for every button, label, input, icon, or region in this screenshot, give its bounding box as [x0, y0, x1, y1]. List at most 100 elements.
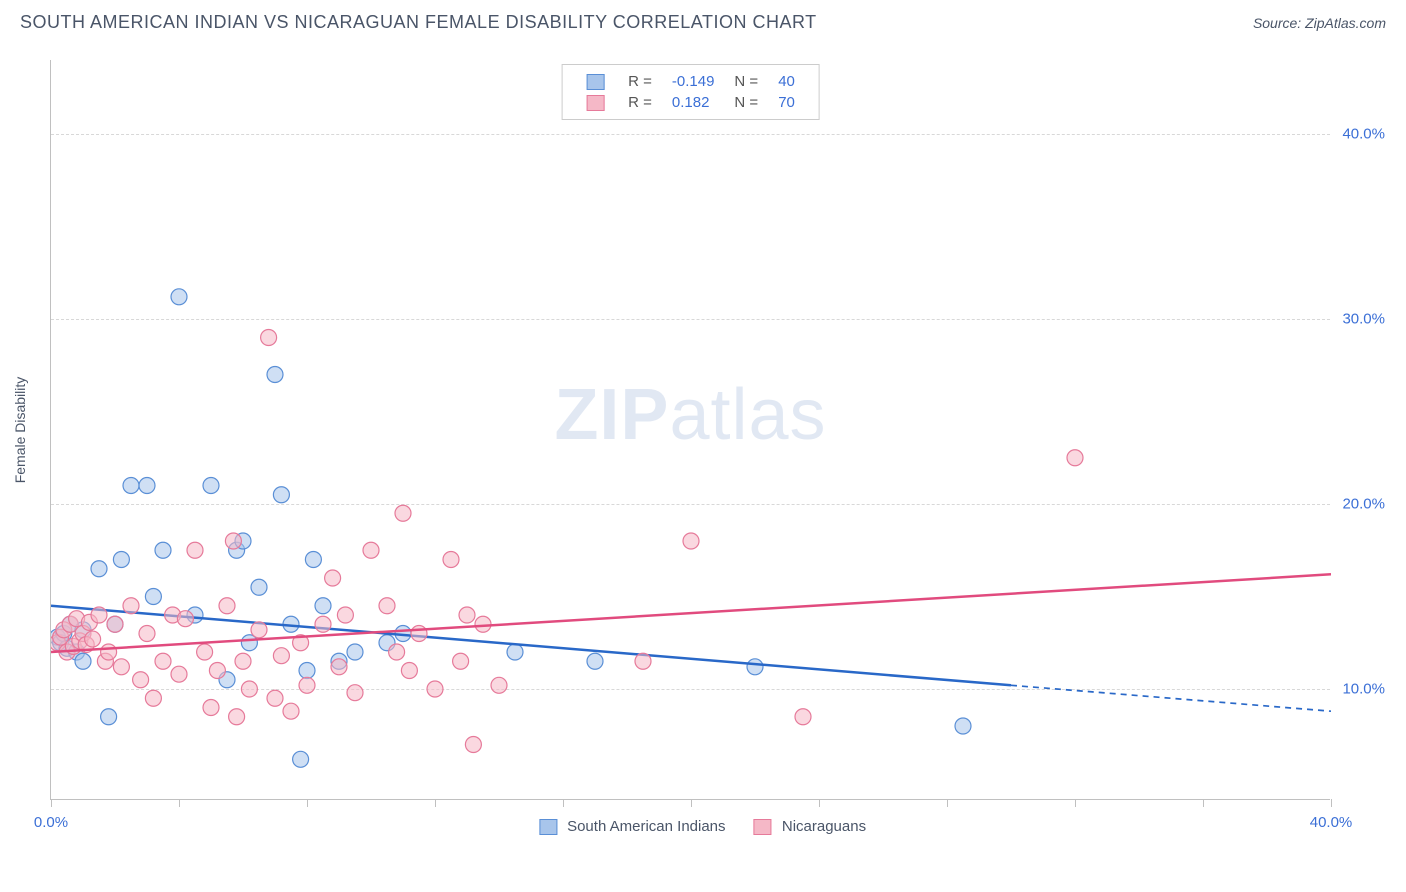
correlation-legend: R = -0.149 N = 40 R = 0.182 N = 70 — [561, 64, 820, 120]
data-point — [507, 644, 523, 660]
regression-line — [51, 606, 1011, 686]
data-point — [347, 685, 363, 701]
y-tick-label: 10.0% — [1342, 681, 1385, 698]
r-value-series-2: 0.182 — [662, 92, 725, 113]
y-tick-label: 30.0% — [1342, 311, 1385, 328]
data-point — [325, 570, 341, 586]
series-1-name: South American Indians — [567, 818, 725, 835]
swatch-series-2-bottom — [754, 819, 772, 835]
data-point — [683, 533, 699, 549]
legend-row-series-2: R = 0.182 N = 70 — [576, 92, 805, 113]
data-point — [587, 653, 603, 669]
data-point — [635, 653, 651, 669]
data-point — [453, 653, 469, 669]
y-tick-label: 20.0% — [1342, 496, 1385, 513]
data-point — [411, 626, 427, 642]
data-point — [113, 659, 129, 675]
regression-extrapolation — [1011, 685, 1331, 711]
data-point — [267, 690, 283, 706]
source-name: ZipAtlas.com — [1305, 15, 1386, 31]
data-point — [273, 648, 289, 664]
scatter-plot-svg — [51, 60, 1331, 800]
data-point — [101, 709, 117, 725]
data-point — [337, 607, 353, 623]
source-prefix: Source: — [1253, 15, 1305, 31]
swatch-series-2 — [586, 95, 604, 111]
data-point — [347, 644, 363, 660]
data-point — [465, 737, 481, 753]
x-tick — [435, 799, 436, 807]
data-point — [171, 666, 187, 682]
data-point — [273, 487, 289, 503]
data-point — [283, 703, 299, 719]
data-point — [155, 542, 171, 558]
data-point — [251, 622, 267, 638]
r-value-series-1: -0.149 — [662, 71, 725, 92]
data-point — [379, 598, 395, 614]
data-point — [91, 561, 107, 577]
data-point — [75, 653, 91, 669]
data-point — [209, 663, 225, 679]
data-point — [235, 653, 251, 669]
data-point — [241, 681, 257, 697]
data-point — [389, 644, 405, 660]
data-point — [1067, 450, 1083, 466]
data-point — [315, 616, 331, 632]
x-tick — [307, 799, 308, 807]
data-point — [427, 681, 443, 697]
x-tick — [947, 799, 948, 807]
data-point — [123, 478, 139, 494]
x-tick — [51, 799, 52, 807]
x-tick — [1075, 799, 1076, 807]
data-point — [261, 330, 277, 346]
data-point — [491, 677, 507, 693]
x-tick — [1203, 799, 1204, 807]
x-tick-label: 40.0% — [1310, 814, 1353, 831]
regression-line — [51, 574, 1331, 652]
plot-area: ZIPatlas R = -0.149 N = 40 R = 0.182 N =… — [50, 60, 1330, 800]
data-point — [401, 663, 417, 679]
data-point — [155, 653, 171, 669]
data-point — [101, 644, 117, 660]
data-point — [459, 607, 475, 623]
x-tick-label: 0.0% — [34, 814, 68, 831]
data-point — [299, 663, 315, 679]
swatch-series-1-bottom — [539, 819, 557, 835]
data-point — [795, 709, 811, 725]
data-point — [91, 607, 107, 623]
data-point — [139, 626, 155, 642]
x-tick — [1331, 799, 1332, 807]
x-tick — [179, 799, 180, 807]
legend-row-series-1: R = -0.149 N = 40 — [576, 71, 805, 92]
r-label: R = — [628, 73, 652, 90]
data-point — [197, 644, 213, 660]
swatch-series-1 — [586, 74, 604, 90]
chart-container: Female Disability ZIPatlas R = -0.149 N … — [50, 60, 1380, 800]
data-point — [145, 690, 161, 706]
chart-title: SOUTH AMERICAN INDIAN VS NICARAGUAN FEMA… — [20, 12, 817, 33]
data-point — [251, 579, 267, 595]
data-point — [113, 552, 129, 568]
data-point — [229, 709, 245, 725]
x-tick — [563, 799, 564, 807]
data-point — [177, 611, 193, 627]
x-tick — [691, 799, 692, 807]
y-tick-label: 40.0% — [1342, 126, 1385, 143]
data-point — [203, 478, 219, 494]
x-tick — [819, 799, 820, 807]
data-point — [133, 672, 149, 688]
data-point — [123, 598, 139, 614]
n-label: N = — [734, 94, 758, 111]
data-point — [363, 542, 379, 558]
data-point — [293, 751, 309, 767]
data-point — [305, 552, 321, 568]
data-point — [187, 542, 203, 558]
data-point — [225, 533, 241, 549]
data-point — [395, 505, 411, 521]
r-label: R = — [628, 94, 652, 111]
y-axis-label: Female Disability — [12, 377, 28, 484]
data-point — [139, 478, 155, 494]
data-point — [331, 659, 347, 675]
data-point — [267, 367, 283, 383]
data-point — [219, 598, 235, 614]
